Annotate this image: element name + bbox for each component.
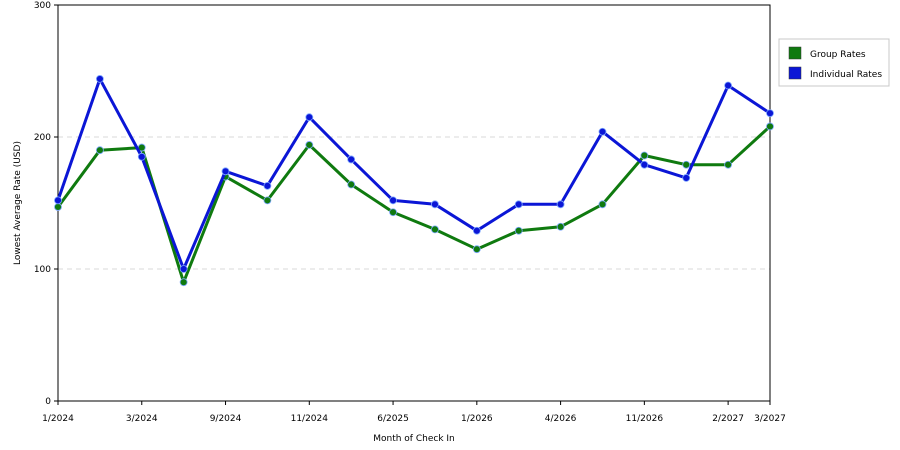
point-individual-rates xyxy=(179,265,188,273)
point-group-rates xyxy=(640,151,649,160)
point-group-rates xyxy=(54,203,62,211)
x-tick-label: 3/2024 xyxy=(126,414,158,424)
point-group-rates xyxy=(472,245,481,254)
x-axis-title: Month of Check In xyxy=(373,434,455,444)
point-group-rates xyxy=(766,122,774,131)
y-axis-ticks: 0 100 200 300 xyxy=(34,1,58,407)
point-individual-rates xyxy=(472,226,481,235)
x-tick-label: 11/2024 xyxy=(291,414,329,424)
point-group-rates xyxy=(724,160,733,169)
point-individual-rates xyxy=(431,200,439,209)
x-tick-label: 4/2026 xyxy=(545,414,577,424)
legend: Group Rates Individual Rates xyxy=(778,38,890,87)
point-group-rates xyxy=(556,222,565,231)
x-tick-label: 1/2026 xyxy=(461,414,493,424)
point-group-rates xyxy=(431,225,439,234)
point-group-rates xyxy=(179,278,188,287)
series-line-individual-rates xyxy=(56,77,771,271)
point-group-rates xyxy=(347,180,356,189)
point-individual-rates xyxy=(221,167,230,176)
grid-lines xyxy=(58,136,770,270)
point-individual-rates xyxy=(137,152,146,161)
point-individual-rates xyxy=(263,181,272,190)
series-line-group-rates xyxy=(56,125,772,284)
legend-swatch-individual-rates xyxy=(788,66,802,80)
series-layer xyxy=(54,75,774,287)
point-group-rates xyxy=(682,160,691,169)
point-individual-rates xyxy=(54,196,62,205)
point-group-rates xyxy=(95,146,104,155)
point-group-rates xyxy=(263,196,272,205)
x-tick-label: 2/2027 xyxy=(712,414,744,424)
point-individual-rates xyxy=(514,200,523,209)
y-axis-title: Lowest Average Rate (USD) xyxy=(13,141,23,265)
legend-swatch-group-rates xyxy=(788,46,802,60)
point-individual-rates xyxy=(724,81,733,90)
point-individual-rates xyxy=(766,109,774,118)
point-individual-rates xyxy=(598,127,607,136)
x-tick-label: 9/2024 xyxy=(210,414,242,424)
point-group-rates xyxy=(389,208,397,217)
legend-label-individual-rates: Individual Rates xyxy=(810,70,882,80)
legend-label-group-rates: Group Rates xyxy=(810,50,866,60)
y-tick-label: 100 xyxy=(34,265,51,275)
point-individual-rates xyxy=(640,160,649,169)
point-group-rates xyxy=(514,226,523,235)
point-individual-rates xyxy=(389,196,397,205)
x-tick-label: 6/2025 xyxy=(377,414,409,424)
x-axis-ticks: 1/2024 3/2024 9/2024 11/2024 6/2025 1/2026 4/2… xyxy=(42,401,786,424)
y-tick-label: 300 xyxy=(34,1,51,11)
x-tick-label: 11/2026 xyxy=(626,414,664,424)
point-individual-rates xyxy=(682,174,691,182)
y-tick-label: 0 xyxy=(45,397,51,407)
x-tick-label: 1/2024 xyxy=(42,414,74,424)
point-group-rates xyxy=(305,141,314,149)
point-individual-rates xyxy=(95,75,104,83)
x-tick-label: 3/2027 xyxy=(754,414,786,424)
y-tick-label: 200 xyxy=(34,133,51,143)
point-group-rates xyxy=(598,200,607,209)
point-individual-rates xyxy=(556,200,565,209)
point-individual-rates xyxy=(305,113,314,122)
point-individual-rates xyxy=(347,155,356,164)
